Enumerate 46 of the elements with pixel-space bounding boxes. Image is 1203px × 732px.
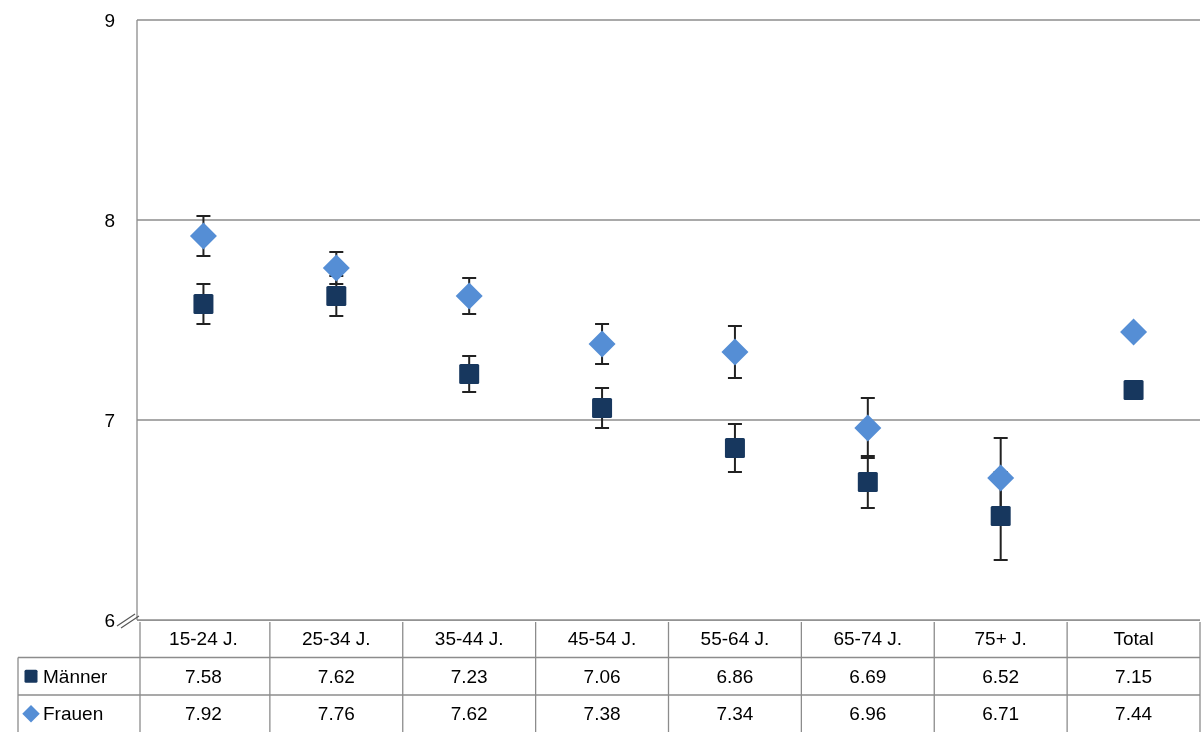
- data-label: 7.92: [184, 703, 222, 725]
- data-label: 7.15: [1115, 665, 1153, 687]
- legend-label: Männer: [43, 665, 109, 687]
- data-label: 7.62: [317, 665, 355, 687]
- point: [455, 282, 483, 310]
- x-tick-label: Total: [1113, 628, 1154, 650]
- y-tick-label: 6: [104, 609, 115, 631]
- point: [588, 330, 616, 358]
- point: [193, 294, 214, 314]
- point: [721, 338, 749, 366]
- data-label: 7.44: [1115, 703, 1153, 725]
- x-tick-label: 65-74 J.: [833, 628, 903, 650]
- data-label: 7.58: [184, 665, 222, 687]
- point: [724, 438, 745, 458]
- point: [326, 286, 347, 306]
- y-tick-label: 7: [104, 409, 115, 431]
- data-label: 6.69: [849, 665, 887, 687]
- data-label: 7.38: [583, 703, 621, 725]
- y-tick-label: 8: [104, 209, 115, 231]
- point: [857, 472, 878, 492]
- point: [322, 254, 350, 282]
- data-label: 7.76: [317, 703, 355, 725]
- x-tick-label: 45-54 J.: [567, 628, 637, 650]
- data-label: 6.71: [982, 703, 1020, 725]
- point: [189, 222, 217, 250]
- x-tick-label: 35-44 J.: [434, 628, 504, 650]
- data-label: 6.52: [982, 665, 1020, 687]
- point: [459, 364, 480, 384]
- x-tick-label: 55-64 J.: [700, 628, 770, 650]
- x-tick-label: 15-24 J.: [169, 628, 238, 650]
- point: [1123, 380, 1144, 400]
- data-label: 7.23: [450, 665, 488, 687]
- data-label: 6.96: [849, 703, 887, 725]
- data-label: 7.06: [583, 665, 621, 687]
- data-label: 7.62: [450, 703, 488, 725]
- point: [987, 464, 1015, 492]
- data-label: 7.34: [716, 703, 754, 725]
- x-tick-label: 25-34 J.: [301, 628, 371, 650]
- point: [990, 506, 1011, 526]
- legend-label: Frauen: [43, 703, 104, 725]
- point: [854, 414, 882, 442]
- point: [592, 398, 613, 418]
- point: [1120, 318, 1148, 346]
- y-tick-label: 9: [104, 9, 115, 31]
- x-tick-label: 75+ J.: [974, 628, 1027, 650]
- data-label: 6.86: [716, 665, 754, 687]
